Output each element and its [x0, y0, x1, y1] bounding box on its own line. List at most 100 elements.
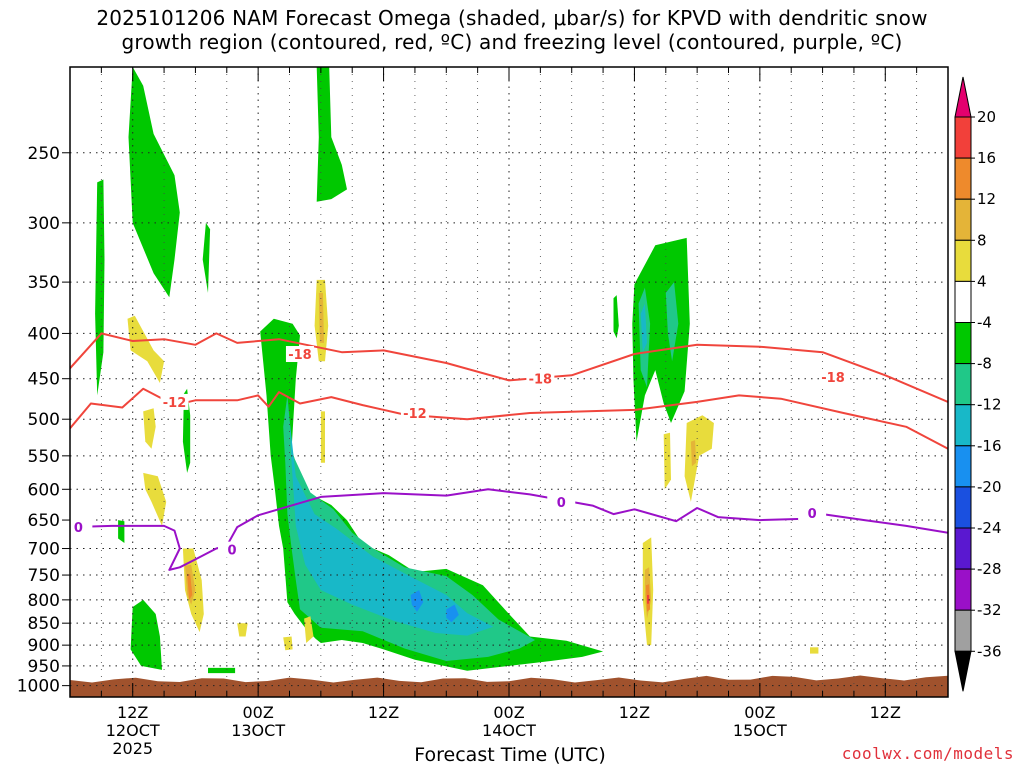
- omega-region-0-5: [130, 599, 162, 670]
- omega-region-0-0: [128, 67, 180, 298]
- colorbar-band-12: [954, 609, 972, 652]
- colorbar-arrow-top: [954, 76, 972, 118]
- chart-title: 2025101206 NAM Forecast Omega (shaded, μ…: [0, 6, 1024, 54]
- x-tick-label-1: 00Z: [242, 703, 273, 722]
- contour-line-0: [70, 332, 948, 403]
- y-tick-label-15: 1000: [17, 677, 60, 697]
- omega-region-4-0: [127, 315, 165, 383]
- contour-label-bg-0-2: [819, 368, 848, 385]
- contour-label-bg-2-2: [547, 493, 576, 510]
- contour-label-bg-0-1: [526, 370, 555, 387]
- colorbar-label-1: 16: [977, 149, 996, 167]
- omega-region-7-0: [647, 595, 650, 604]
- contour-label-bg-2-3: [798, 504, 827, 521]
- colorbar-label-2: 12: [977, 190, 996, 208]
- omega-region-0-2: [202, 222, 211, 293]
- colorbar-label-3: 8: [977, 231, 987, 249]
- contour-label-bg-0-0: [285, 346, 314, 363]
- y-tick-label-10: 750: [28, 566, 60, 586]
- colorbar-label-9: -20: [977, 478, 1002, 496]
- contour-label-2-1: 0: [227, 544, 236, 559]
- omega-region-3-0: [410, 590, 424, 612]
- omega-region-4-2: [143, 472, 167, 526]
- omega-region-3-1: [446, 604, 459, 623]
- contour-label-2-3: 0: [808, 507, 817, 522]
- colorbar-label-6: -8: [977, 355, 992, 373]
- y-tick-label-12: 850: [28, 614, 60, 634]
- chart-title-line-1: 2025101206 NAM Forecast Omega (shaded, μ…: [96, 6, 928, 30]
- y-tick-label-0: 250: [28, 144, 60, 164]
- omega-region-0-7: [118, 520, 125, 543]
- omega-region-4-6: [237, 623, 248, 637]
- colorbar-band-8: [954, 445, 972, 488]
- x-tick-date-0: 12OCT: [106, 721, 160, 740]
- colorbar-band-2: [954, 198, 972, 241]
- omega-region-5-1: [318, 292, 324, 343]
- contour-label-bg-2-0: [64, 519, 93, 536]
- y-tick-label-11: 800: [28, 591, 60, 611]
- omega-region-0-3: [316, 67, 347, 202]
- omega-region-4-9: [684, 415, 714, 502]
- omega-region-0-10: [632, 237, 690, 442]
- colorbar-band-9: [954, 486, 972, 529]
- x-tick-year-0: 2025: [112, 739, 153, 758]
- colorbar-band-1: [954, 157, 972, 200]
- y-tick-label-5: 500: [28, 410, 60, 430]
- omega-region-5-3: [690, 440, 697, 467]
- colorbar-band-6: [954, 363, 972, 406]
- y-tick-label-2: 350: [28, 273, 60, 293]
- colorbar-label-10: -24: [977, 519, 1002, 537]
- colorbar-label-12: -32: [977, 601, 1002, 619]
- colorbar-band-10: [954, 527, 972, 570]
- contour-label-0-0: -18: [288, 348, 312, 363]
- omega-region-0-9: [613, 295, 619, 339]
- contour-label-0-2: -18: [821, 371, 845, 386]
- colorbar-band-3: [954, 239, 972, 282]
- y-tick-label-13: 900: [28, 636, 60, 656]
- y-tick-label-7: 600: [28, 480, 60, 500]
- contour-label-bg-1-0: [160, 393, 189, 410]
- colorbar-arrow-bottom: [954, 650, 972, 692]
- colorbar-label-5: -4: [977, 314, 992, 332]
- contour-label-0-1: -18: [529, 373, 553, 388]
- omega-region-0-8: [208, 667, 236, 674]
- x-tick-label-3: 00Z: [493, 703, 524, 722]
- x-tick-date-1: 13OCT: [231, 721, 285, 740]
- omega-region-4-5: [320, 411, 325, 463]
- contour-label-2-0: 0: [74, 521, 83, 536]
- colorbar-band-7: [954, 404, 972, 447]
- y-tick-label-9: 700: [28, 540, 60, 560]
- x-tick-label-6: 12Z: [870, 703, 901, 722]
- y-tick-label-4: 450: [28, 370, 60, 390]
- y-tick-label-1: 300: [28, 214, 60, 234]
- y-tick-label-6: 550: [28, 447, 60, 467]
- contour-label-1-0: -12: [163, 396, 187, 411]
- contour-line-2: [70, 488, 948, 571]
- colorbar-label-13: -36: [977, 642, 1002, 660]
- x-axis-title: Forecast Time (UTC): [414, 744, 606, 766]
- contour-label-bg-1-1: [400, 405, 429, 422]
- omega-region-2-0: [289, 419, 494, 636]
- omega-region-4-7: [283, 636, 293, 651]
- colorbar-band-11: [954, 568, 972, 611]
- source-credit: coolwx.com/models: [841, 744, 1014, 763]
- colorbar-label-8: -16: [977, 437, 1002, 455]
- omega-region-4-10: [663, 432, 671, 490]
- x-tick-label-5: 00Z: [744, 703, 775, 722]
- y-tick-label-3: 400: [28, 324, 60, 344]
- colorbar-label-11: -28: [977, 560, 1002, 578]
- colorbar-label-4: 4: [977, 272, 987, 290]
- x-tick-date-5: 15OCT: [733, 721, 787, 740]
- colorbar-label-7: -12: [977, 396, 1002, 414]
- colorbar-label-0: 20: [977, 108, 996, 126]
- omega-region-2-1: [640, 303, 647, 353]
- omega-region-0-1: [95, 179, 105, 396]
- y-tick-label-14: 950: [28, 657, 60, 677]
- colorbar-band-5: [954, 322, 972, 365]
- omega-region-6-0: [187, 574, 193, 600]
- x-tick-date-3: 14OCT: [482, 721, 536, 740]
- y-tick-label-8: 650: [28, 511, 60, 531]
- colorbar-band-4: [954, 280, 972, 323]
- omega-region-4-12: [810, 647, 819, 654]
